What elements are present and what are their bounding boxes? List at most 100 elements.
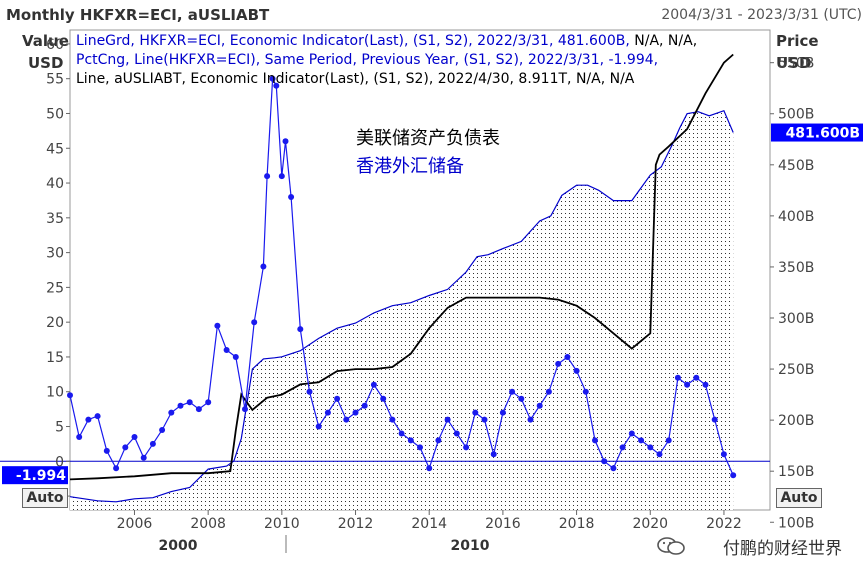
pct-point [693, 374, 700, 381]
annotation-hk-fx-reserves: 香港外汇储备 [356, 156, 464, 177]
pct-point [278, 173, 285, 180]
reserves-grid-fill [70, 110, 734, 510]
pct-point [518, 395, 525, 402]
pct-point [610, 465, 617, 472]
pct-point [113, 465, 120, 472]
pct-point [702, 381, 709, 388]
pct-point [601, 458, 608, 465]
annotation-fed-balance-sheet: 美联储资产负债表 [356, 128, 500, 149]
pct-point [352, 409, 359, 416]
left-tick-label: 20 [46, 315, 64, 331]
pct-point [324, 409, 331, 416]
pct-point [140, 454, 147, 461]
pct-point [665, 437, 672, 444]
watermark: 付鹏的财经世界 [723, 539, 842, 559]
pct-point [619, 444, 626, 451]
x-tick-label: 2010 [264, 516, 300, 532]
series-line-fed [69, 53, 734, 481]
left-axis-label-value: Value [22, 32, 69, 50]
pct-point [730, 472, 737, 479]
pct-point [131, 434, 138, 440]
pct-point [582, 388, 589, 395]
pct-point [684, 381, 691, 388]
left-last-value-tag [2, 466, 68, 485]
left-tick-label: 15 [46, 350, 64, 366]
pct-point [463, 444, 470, 451]
pct-point [343, 416, 350, 423]
left-tick-label: 25 [46, 280, 64, 296]
pct-point [177, 402, 184, 409]
pct-point [315, 423, 322, 430]
right-tick-label: 250B [778, 362, 814, 378]
x-tick-label: 2020 [632, 516, 668, 532]
left-tick-label: 5 [55, 420, 64, 436]
auto-scale-left-button[interactable]: Auto [22, 488, 68, 508]
pct-point [168, 409, 175, 416]
pct-point [444, 416, 451, 423]
right-tick-label: 300B [778, 311, 814, 327]
pct-point [370, 381, 377, 388]
pct-point [564, 354, 571, 360]
x-tick-label: 2016 [485, 516, 521, 532]
decade-label: 2010 [451, 538, 490, 554]
right-tick-label: 550B [778, 56, 814, 72]
left-tick-label: 50 [46, 106, 64, 122]
x-tick-label: 2022 [706, 516, 742, 532]
pct-point [720, 451, 727, 458]
pct-point [711, 416, 718, 423]
left-tick-label: 40 [46, 176, 64, 192]
pct-point [573, 367, 580, 374]
pct-point [264, 173, 271, 180]
pct-point [361, 402, 368, 409]
legend-line-reserves-tail: N/A, N/A, [629, 33, 698, 49]
left-tick-label: 30 [46, 246, 64, 262]
pct-point [435, 437, 442, 444]
right-last-value-text: 481.600B [786, 126, 860, 142]
legend-line-reserves: LineGrd, HKFXR=ECI, Economic Indicator(L… [76, 33, 697, 49]
pct-point [647, 444, 654, 451]
pct-point [288, 194, 295, 200]
pct-point [407, 437, 414, 444]
pct-point [499, 409, 506, 416]
legend-line-reserves-text: LineGrd, HKFXR=ECI, Economic Indicator(L… [76, 33, 630, 49]
pct-point [453, 430, 460, 437]
wechat-icon [657, 537, 685, 555]
right-tick-label: 100B [778, 515, 814, 531]
pct-point [545, 388, 552, 395]
pct-point [76, 434, 83, 440]
left-axis-label-unit: USD [28, 54, 64, 72]
pct-point [251, 319, 258, 326]
right-tick-label: 400B [778, 209, 814, 225]
pct-point [417, 444, 423, 451]
pct-point [334, 395, 341, 402]
auto-scale-right-button[interactable]: Auto [776, 488, 822, 508]
x-tick-label: 2008 [190, 516, 226, 532]
date-range: 2004/3/31 - 2023/3/31 (UTC) [661, 7, 862, 23]
pct-point [269, 75, 276, 82]
pct-point [205, 399, 212, 406]
pct-point [122, 444, 129, 451]
pct-point [490, 451, 497, 458]
right-tick-label: 200B [778, 413, 814, 429]
right-tick-label: 500B [778, 107, 814, 123]
pct-point [398, 430, 405, 437]
left-tick-label: 45 [46, 141, 64, 157]
left-tick-label: 10 [46, 385, 64, 401]
pct-point [260, 263, 267, 270]
right-axis-label-unit: USD [776, 54, 812, 72]
left-tick-label: 55 [46, 72, 64, 88]
pct-point [282, 138, 289, 145]
right-last-value-tag [771, 123, 863, 142]
pct-point [628, 430, 635, 437]
pct-point [592, 437, 598, 444]
right-tick-label: 150B [778, 464, 814, 480]
pct-point [306, 388, 313, 395]
left-tick-label: 60 [46, 37, 64, 53]
pct-point [297, 326, 304, 333]
pct-point [232, 354, 239, 360]
pct-point [674, 374, 681, 381]
pct-point [380, 395, 387, 402]
pct-point [94, 413, 101, 420]
left-tick-label: 35 [46, 211, 64, 227]
pct-point [85, 416, 92, 423]
